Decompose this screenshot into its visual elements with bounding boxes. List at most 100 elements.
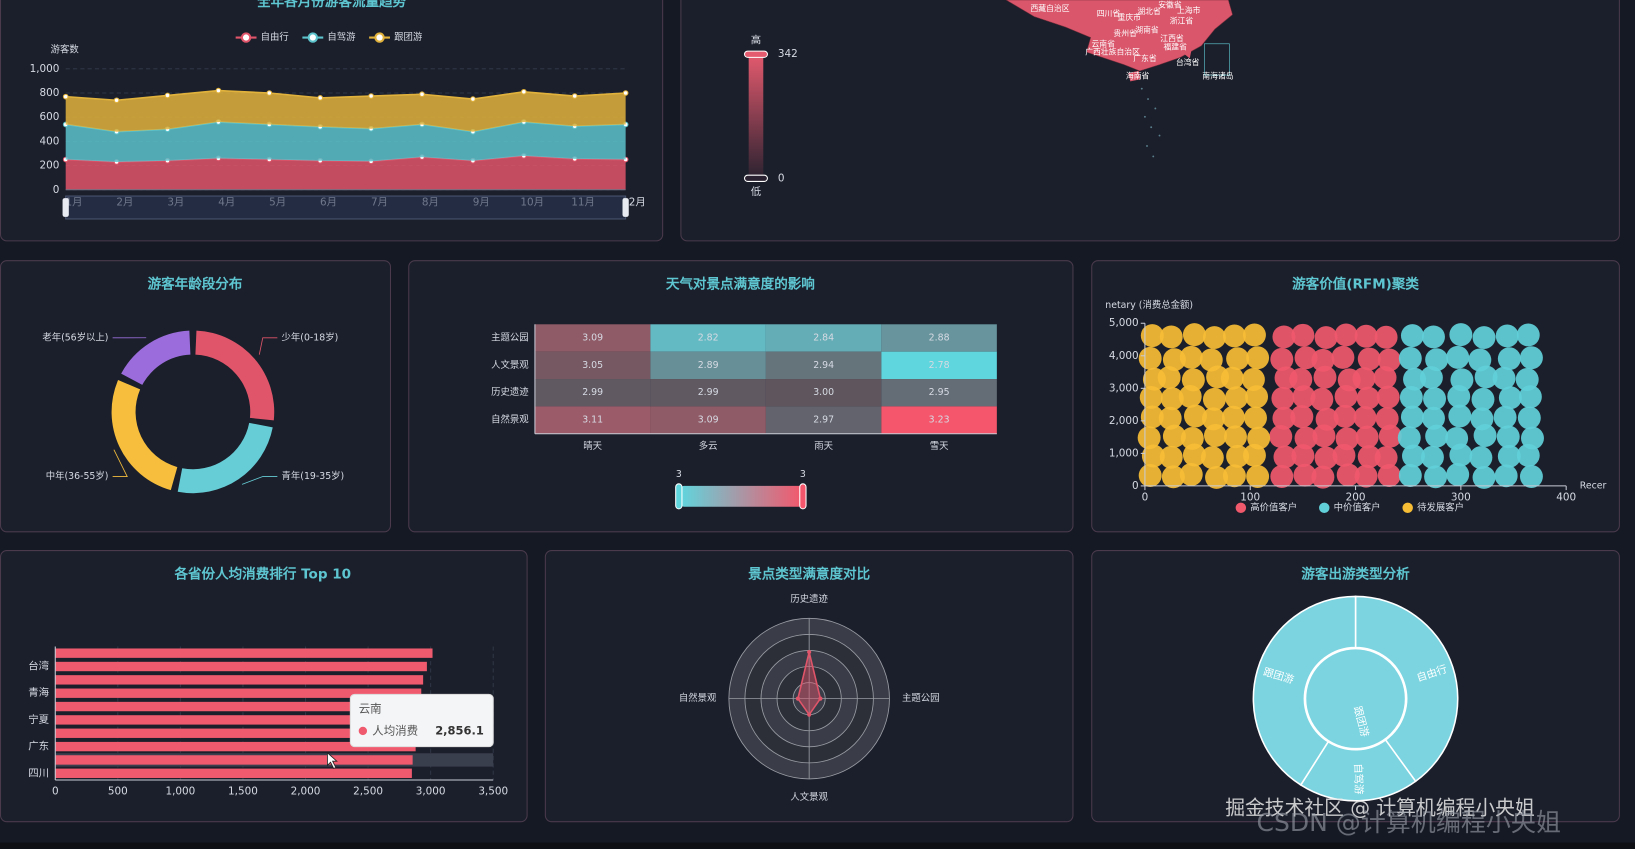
point: [1422, 406, 1445, 430]
point: [1469, 446, 1493, 470]
point: [1269, 424, 1293, 448]
point: [113, 97, 120, 104]
point: [1468, 348, 1492, 372]
point: [1246, 465, 1270, 488]
point: [1497, 347, 1521, 371]
legend-label: 跟团游: [394, 31, 422, 43]
point: [1220, 366, 1244, 390]
heat-cell: [534, 379, 651, 407]
point: [419, 91, 425, 98]
y-axis-name: 游客数: [51, 44, 80, 56]
y-tick-label: 1,000: [30, 63, 60, 75]
point: [164, 92, 171, 99]
slice-label: 中年(36-55岁): [46, 470, 109, 482]
point: [1448, 404, 1472, 428]
region-label: 福建省: [1163, 41, 1187, 51]
legend-label: 自由行: [261, 31, 289, 43]
heat-cell: [534, 324, 651, 352]
point: [1313, 365, 1337, 389]
island: [1140, 87, 1143, 90]
heat-cell: [650, 324, 766, 352]
point: [1375, 407, 1399, 431]
zoom-handle: [62, 198, 69, 217]
visual-map-bar: [679, 485, 803, 507]
heat-cell: [881, 351, 997, 380]
legend-label: 中价值客户: [1334, 501, 1381, 513]
bar: [55, 755, 413, 765]
point: [1180, 426, 1204, 450]
legend-icon: [1235, 502, 1247, 514]
cell-label: 2.95: [929, 387, 950, 398]
cell-label: 2.84: [813, 332, 834, 343]
x-tick-label: 多云: [699, 440, 718, 452]
point: [1159, 325, 1183, 349]
leader-line: [112, 449, 128, 477]
y-tick-label: 200: [40, 160, 60, 172]
point: [1247, 426, 1271, 450]
point: [1245, 385, 1269, 409]
island: [1158, 134, 1161, 137]
point: [1293, 463, 1317, 487]
zoom-slider: [65, 195, 627, 220]
point: [1397, 426, 1421, 450]
point: [1291, 444, 1315, 468]
x-tick-label: 400: [1556, 491, 1576, 503]
point: [1420, 445, 1444, 469]
region-label: 湖北省: [1137, 6, 1161, 16]
map-inset: [1204, 43, 1230, 76]
x-tick-label: 3,500: [478, 785, 508, 797]
island: [1143, 115, 1146, 118]
point: [1202, 326, 1226, 350]
point: [1445, 426, 1469, 450]
y-tick-label: 宁夏: [28, 713, 49, 726]
point: [1242, 443, 1266, 467]
y-tick-label: 5,000: [1109, 317, 1139, 329]
point: [1139, 385, 1163, 409]
y-tick-label: 600: [40, 111, 60, 123]
point: [1241, 368, 1265, 391]
bar: [55, 728, 418, 738]
heat-cell: [881, 406, 997, 434]
x-tick-label: 300: [1451, 491, 1471, 503]
legend-icon: [240, 32, 252, 43]
point: [1377, 348, 1401, 372]
point: [470, 96, 476, 102]
point: [1471, 387, 1495, 411]
heat-cell: [534, 351, 651, 380]
heat-cell: [534, 406, 651, 434]
heat-cell: [650, 351, 766, 380]
region-label: 西藏自治区: [1030, 3, 1069, 13]
sunburst-sector: [1354, 595, 1459, 783]
heat-cell: [650, 406, 766, 434]
x-tick-label: 2,500: [353, 785, 383, 797]
point: [1294, 346, 1318, 370]
visual-map-handle: [799, 483, 807, 510]
point: [1472, 465, 1496, 489]
point: [1378, 424, 1402, 448]
point: [1493, 405, 1517, 429]
point: [1311, 465, 1335, 489]
y-tick-label: 主题公园: [491, 331, 529, 343]
tooltip-marker: [358, 726, 368, 736]
point: [1183, 404, 1207, 428]
chart-title: 游客出游类型分析: [1301, 566, 1410, 583]
point: [1294, 426, 1318, 450]
y-tick-label: 人文景观: [491, 359, 529, 371]
point: [1271, 386, 1295, 410]
chart-title: 游客价值(RFM)聚类: [1292, 276, 1419, 293]
point: [1336, 463, 1360, 487]
x-tick-label: 雨天: [814, 441, 833, 452]
point: [1517, 406, 1541, 430]
sunburst-sector: [1252, 595, 1357, 786]
chart-title: 游客年龄段分布: [148, 276, 243, 293]
legend-icon: [1402, 502, 1413, 514]
cell-label: 2.89: [698, 360, 719, 371]
point: [1291, 323, 1315, 347]
visual-map-handle: [675, 483, 683, 510]
point: [1449, 323, 1473, 347]
indicator-label: 人文景观: [790, 791, 828, 803]
island: [1147, 98, 1149, 100]
visual-map-label: 3: [800, 469, 806, 480]
cell-label: 2.88: [929, 332, 950, 343]
cell-label: 2.99: [582, 387, 603, 398]
